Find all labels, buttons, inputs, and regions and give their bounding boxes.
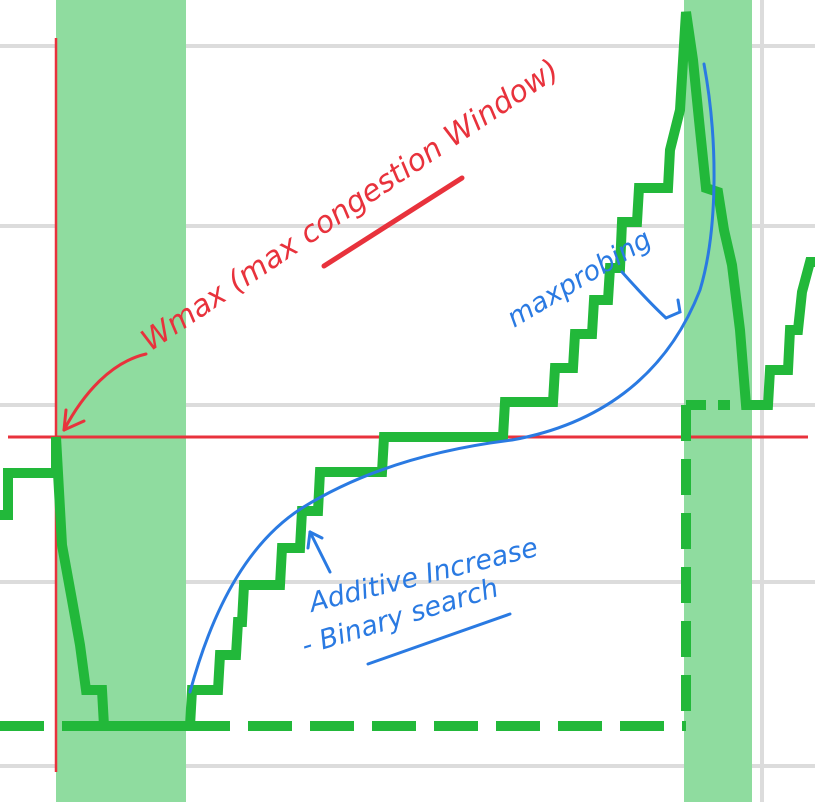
max-probing-label: maxprobing — [502, 224, 657, 334]
additive-increase-arrow — [306, 530, 332, 574]
max-probing-arrow — [620, 270, 682, 320]
cubic-growth-curve — [188, 62, 716, 694]
max-probing-arrow-shaft — [620, 270, 668, 320]
wmax-label: Wmax (max congestion Window) — [135, 52, 566, 358]
wmax-arrow-shaft — [62, 352, 148, 432]
loss-band-left — [56, 0, 186, 802]
wmax-arrow-head — [62, 408, 86, 432]
additive-increase-arrow-shaft — [308, 530, 332, 574]
additive-increase-arrow-head — [306, 530, 324, 550]
cwnd-staircase-line — [0, 11, 815, 731]
congestion-underline — [321, 175, 465, 269]
wmax-arrow — [62, 352, 148, 432]
binary-search-underline — [366, 612, 512, 666]
max-probing-arrow-head — [664, 298, 682, 320]
